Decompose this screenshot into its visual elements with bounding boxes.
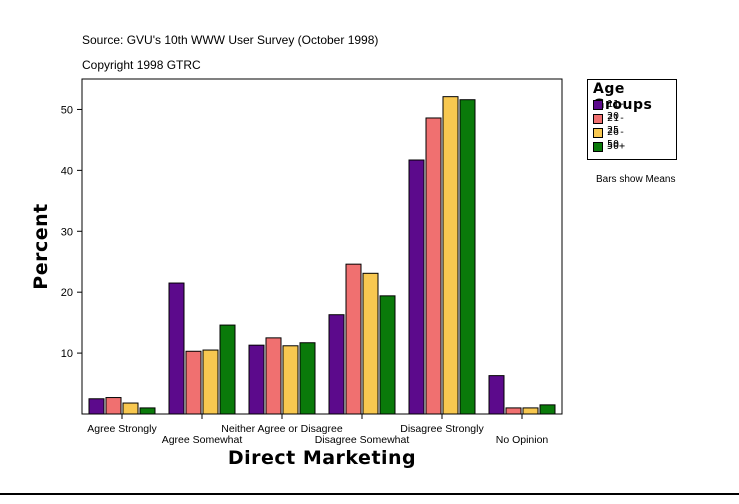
bar-26-50 [362,272,379,415]
y-tick-label: 50 [61,104,73,116]
bar-21-25 [505,407,522,415]
bar-21-25 [425,117,442,415]
bar-11-20 [88,398,105,415]
y-tick-label: 10 [61,348,73,360]
bar-21-25 [265,337,282,415]
bar-50+ [379,295,396,415]
bar-50+ [459,99,476,415]
copyright-text: Copyright 1998 GTRC [82,58,201,72]
bar-11-20 [168,282,185,415]
bar-50+ [219,324,236,415]
bar-11-20 [408,159,425,415]
x-tick-label: Agree Somewhat [162,434,243,446]
bar-21-25 [345,263,362,415]
x-tick-label: No Opinion [496,434,549,446]
bar-21-25 [105,397,122,415]
legend-swatch [593,142,603,152]
legend-label: 21-25 [607,113,626,136]
x-tick-label: Disagree Strongly [400,423,484,435]
bar-11-20 [488,375,505,415]
legend-title: Age Groups [593,81,653,113]
legend: Age Groups 11-20 21-25 26-50 50+ [587,79,677,160]
y-axis-title: Percent [30,203,52,289]
bar-50+ [539,404,556,415]
source-text: Source: GVU's 10th WWW User Survey (Octo… [82,33,379,47]
means-note: Bars show Means [596,174,676,185]
x-axis-title: Direct Marketing [228,447,416,469]
bar-50+ [139,407,156,415]
legend-swatch [593,100,603,110]
plot-frame [81,78,563,415]
x-tick-label: Agree Strongly [87,423,157,435]
bar-21-25 [185,350,202,415]
legend-label: 11-20 [607,99,626,122]
bar-50+ [299,342,316,415]
bar-26-50 [282,345,299,415]
y-tick-label: 30 [61,226,73,238]
bar-26-50 [202,349,219,415]
bar-26-50 [442,96,459,415]
legend-swatch [593,114,603,124]
bar-26-50 [522,407,539,415]
y-tick-label: 40 [61,165,73,177]
x-tick-label: Neither Agree or Disagree [221,423,343,435]
bar-11-20 [248,344,265,415]
legend-label: 50+ [607,141,626,152]
x-tick-label: Disagree Somewhat [315,434,410,446]
y-tick-label: 20 [61,287,73,299]
bottom-divider [0,493,739,495]
bar-26-50 [122,402,139,415]
bar-11-20 [328,314,345,415]
legend-swatch [593,128,603,138]
legend-label: 26-50 [607,127,626,150]
